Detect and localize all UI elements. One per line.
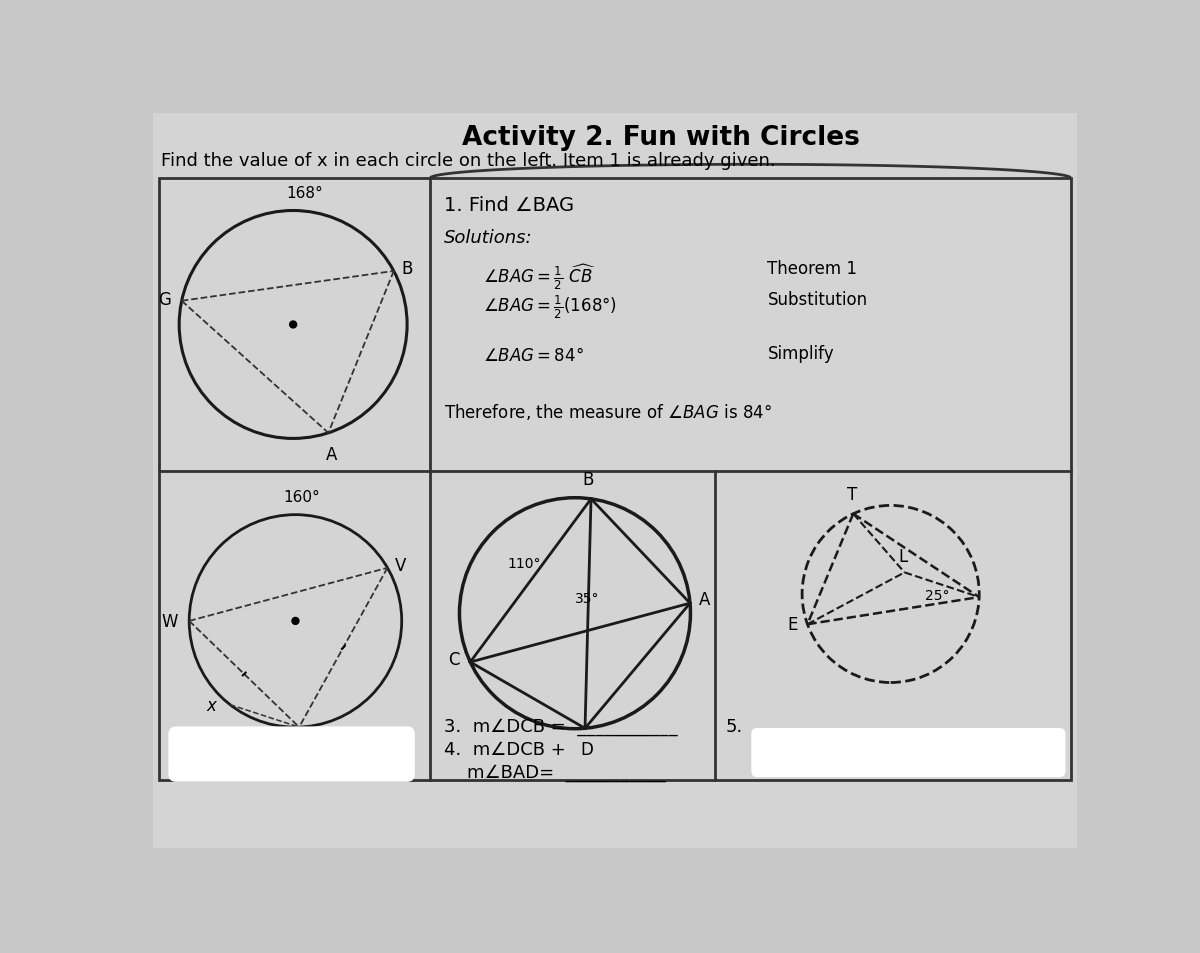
Text: m∠BAD=  ___________: m∠BAD= ___________ xyxy=(444,763,666,781)
Text: A: A xyxy=(700,591,710,609)
Text: T: T xyxy=(846,485,857,503)
Text: 25°: 25° xyxy=(925,588,950,602)
Text: W: W xyxy=(162,612,179,630)
Text: Substitution: Substitution xyxy=(768,291,868,309)
Text: 168°: 168° xyxy=(287,186,323,200)
Text: C: C xyxy=(448,650,460,668)
Text: 110°: 110° xyxy=(508,557,541,571)
Text: $\angle BAG = 84°$: $\angle BAG = 84°$ xyxy=(482,347,583,365)
Text: 3.  m∠DCB =  ___________: 3. m∠DCB = ___________ xyxy=(444,718,678,736)
Text: x: x xyxy=(206,696,216,714)
Circle shape xyxy=(292,618,299,625)
Text: Find the value of x in each circle on the left. Item 1 is already given.: Find the value of x in each circle on th… xyxy=(161,152,775,170)
Text: G: G xyxy=(158,291,170,309)
Text: L: L xyxy=(899,547,907,565)
Text: Theorem 1: Theorem 1 xyxy=(768,260,858,277)
Text: A: A xyxy=(325,446,337,464)
Text: $\angle BAG = \frac{1}{2}\ \widehat{CB}$: $\angle BAG = \frac{1}{2}\ \widehat{CB}$ xyxy=(482,262,596,292)
Text: B: B xyxy=(582,471,594,489)
Text: 160°: 160° xyxy=(283,489,320,504)
Text: Therefore, the measure of $\angle BAG$ is 84°: Therefore, the measure of $\angle BAG$ i… xyxy=(444,402,772,422)
Text: Simplify: Simplify xyxy=(768,344,834,362)
Text: B: B xyxy=(402,259,413,277)
Text: E: E xyxy=(788,616,798,634)
Text: 1. Find ∠BAG: 1. Find ∠BAG xyxy=(444,196,574,214)
FancyBboxPatch shape xyxy=(168,726,415,782)
Text: U: U xyxy=(294,740,307,758)
Text: 5.: 5. xyxy=(726,718,743,736)
Circle shape xyxy=(289,322,296,329)
Bar xyxy=(160,179,1070,781)
Text: $\angle BAG = \frac{1}{2}(168°)$: $\angle BAG = \frac{1}{2}(168°)$ xyxy=(482,293,617,320)
Text: Solutions:: Solutions: xyxy=(444,229,533,247)
Text: 4.  m∠DCB +: 4. m∠DCB + xyxy=(444,740,566,759)
Text: V: V xyxy=(395,557,407,574)
FancyBboxPatch shape xyxy=(751,728,1066,778)
Text: D: D xyxy=(580,740,593,758)
Text: 35°: 35° xyxy=(575,591,600,605)
Text: Activity 2. Fun with Circles: Activity 2. Fun with Circles xyxy=(462,125,860,152)
